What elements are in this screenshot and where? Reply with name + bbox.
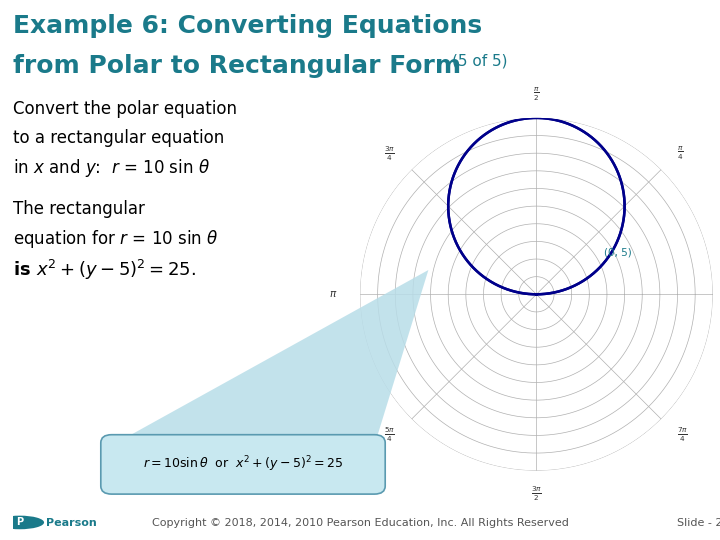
Text: $r = 10\sin\theta$  or  $x^2 + (y-5)^2 = 25$: $r = 10\sin\theta$ or $x^2 + (y-5)^2 = 2…: [143, 455, 343, 474]
Text: Slide - 28: Slide - 28: [677, 518, 720, 528]
Text: $\frac{5\pi}{4}$: $\frac{5\pi}{4}$: [384, 426, 395, 444]
Text: from Polar to Rectangular Form: from Polar to Rectangular Form: [13, 54, 461, 78]
Text: $\frac{\pi}{4}$: $\frac{\pi}{4}$: [678, 145, 684, 162]
Text: to a rectangular equation: to a rectangular equation: [13, 129, 224, 146]
Text: Example 6: Converting Equations: Example 6: Converting Equations: [13, 14, 482, 37]
Text: in $x$ and $y$:  $r$ = 10 sin $\theta$: in $x$ and $y$: $r$ = 10 sin $\theta$: [13, 157, 210, 179]
Text: P: P: [17, 517, 24, 528]
Text: is $x^2 + (y - 5)^2 = 25.$: is $x^2 + (y - 5)^2 = 25.$: [13, 258, 196, 282]
Text: Pearson: Pearson: [46, 518, 96, 528]
Text: $\frac{3\pi}{4}$: $\frac{3\pi}{4}$: [384, 144, 395, 163]
Text: $\frac{\pi}{2}$: $\frac{\pi}{2}$: [533, 86, 540, 104]
Text: The rectangular: The rectangular: [13, 200, 145, 218]
Text: Convert the polar equation: Convert the polar equation: [13, 100, 237, 118]
Text: $\pi$: $\pi$: [328, 289, 337, 299]
Text: $\frac{3\pi}{2}$: $\frac{3\pi}{2}$: [531, 484, 542, 503]
Text: Copyright © 2018, 2014, 2010 Pearson Education, Inc. All Rights Reserved: Copyright © 2018, 2014, 2010 Pearson Edu…: [152, 518, 568, 528]
Text: (5 of 5): (5 of 5): [452, 54, 508, 69]
Text: equation for $r$ = 10 sin $\theta$: equation for $r$ = 10 sin $\theta$: [13, 228, 218, 250]
Circle shape: [0, 516, 44, 529]
Text: (0, 5): (0, 5): [604, 248, 632, 258]
Text: $\frac{7\pi}{4}$: $\frac{7\pi}{4}$: [678, 426, 688, 444]
